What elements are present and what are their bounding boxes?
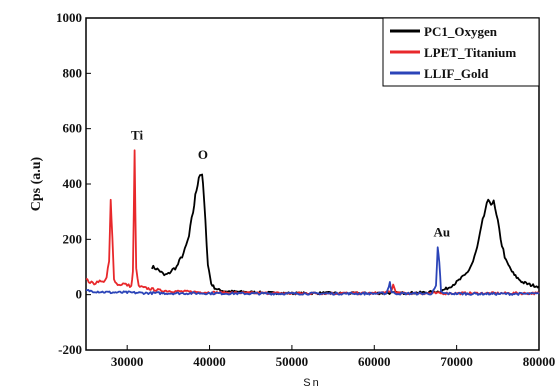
legend-items: PC1_Oxygen LPET_Titanium LLIF_Gold [390,24,516,81]
series-layer [85,149,540,296]
y-tick-label: 0 [76,287,83,302]
legend-label: LPET_Titanium [424,45,516,60]
x-tick-label: 30000 [111,354,144,369]
y-tick-label: 200 [63,231,83,246]
x-tick-label: 60000 [358,354,391,369]
legend-label: PC1_Oxygen [424,24,498,39]
y-tick-label: 1000 [56,10,82,25]
annotation-layer: Ti O Au [131,128,450,240]
x-tick-label: 80000 [523,354,556,369]
y-tick-label: 400 [63,176,83,191]
x-axis-label: Sn [303,377,320,389]
y-tick-label: -200 [58,342,82,357]
x-tick-label: 50000 [276,354,309,369]
axis-layer: -200 0 200 400 600 800 1000 30000 40000 50000 6000… [56,10,555,369]
legend: PC1_Oxygen LPET_Titanium LLIF_Gold [382,17,540,87]
legend-label: LLIF_Gold [424,66,489,81]
series-line-lpet-titanium [85,149,540,296]
legend-box [382,17,540,87]
x-tick-label: 70000 [440,354,473,369]
y-tick-label: 800 [63,65,83,80]
series-line-llif-gold [85,246,540,296]
y-axis-label: Cps (a.u) [29,156,44,211]
x-tick-label: 40000 [193,354,226,369]
peak-annotation: Au [433,225,450,240]
y-tick-label: 600 [63,121,83,136]
peak-annotation: Ti [131,128,143,143]
peak-annotation: O [198,147,208,162]
series-line-pc1-oxygen [151,173,540,296]
